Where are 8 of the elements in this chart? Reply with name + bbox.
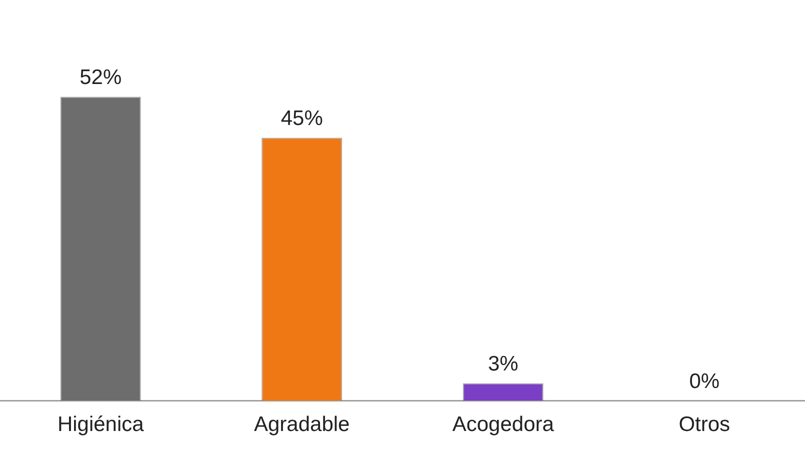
data-label: 0%: [689, 370, 720, 394]
data-label: 45%: [280, 106, 323, 130]
x-tick-label: Otros: [678, 413, 730, 436]
data-label: 52%: [80, 66, 122, 90]
x-tick-label: Agradable: [254, 413, 350, 436]
data-label: 3%: [488, 352, 518, 376]
x-tick-label: Acogedora: [452, 413, 554, 436]
x-tick-label: Higiénica: [57, 413, 144, 436]
